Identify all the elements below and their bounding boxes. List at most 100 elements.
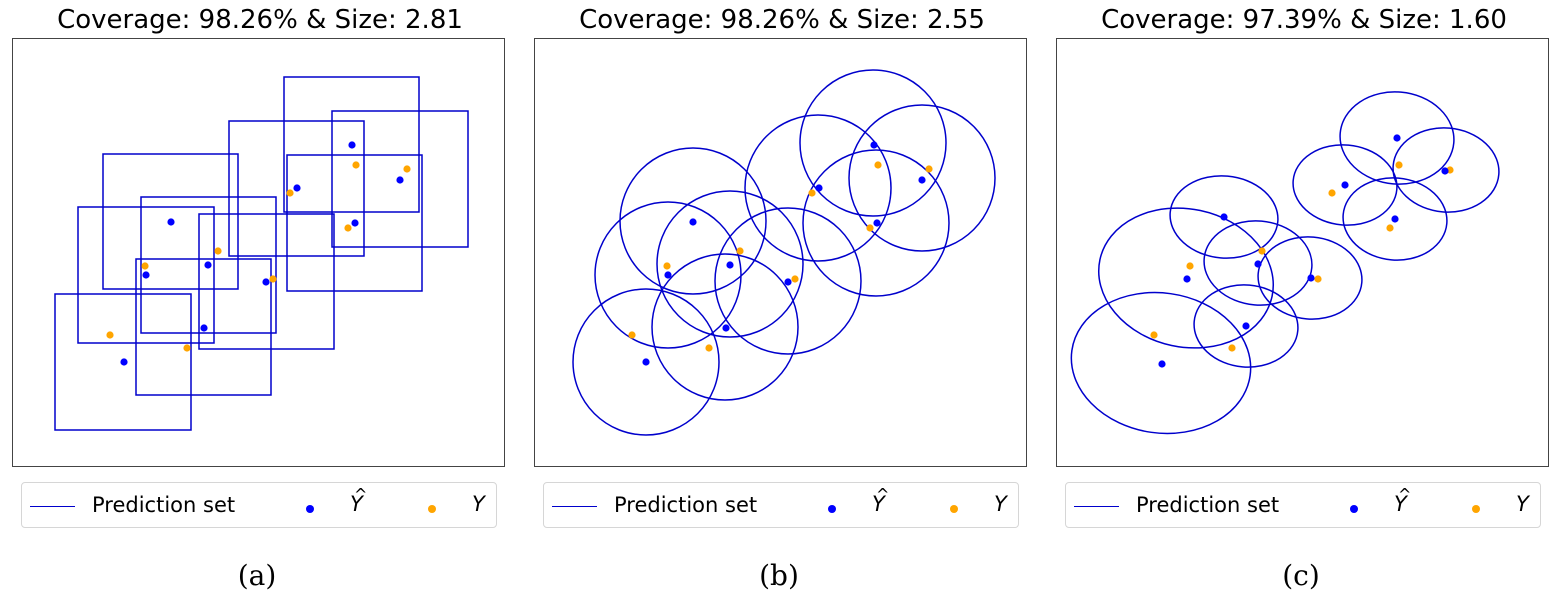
prediction-set-circle bbox=[744, 114, 892, 262]
y-hat-letter: Y bbox=[1394, 492, 1407, 516]
y-hat-point bbox=[167, 218, 175, 226]
y-point bbox=[1328, 189, 1336, 197]
panel-title: Coverage: 98.26% & Size: 2.55 bbox=[579, 5, 985, 35]
prediction-set-ellipse bbox=[1169, 175, 1279, 259]
y-hat-point bbox=[1158, 360, 1166, 368]
prediction-set-circle bbox=[802, 149, 950, 297]
panel-b: Coverage: 98.26% & Size: 2.55 Prediction… bbox=[522, 0, 1042, 595]
prediction-set-ellipse bbox=[1339, 91, 1455, 185]
y-point bbox=[269, 275, 277, 283]
prediction-set-circle bbox=[848, 104, 996, 252]
prediction-set-circle bbox=[572, 288, 720, 436]
y-hat-point bbox=[293, 184, 301, 192]
prediction-set-square bbox=[54, 293, 192, 431]
prediction-set-square bbox=[286, 154, 423, 292]
prediction-set-square bbox=[198, 213, 335, 350]
y-hat-dot-icon bbox=[306, 505, 314, 513]
y-hat-point bbox=[1220, 213, 1228, 221]
y-point bbox=[141, 262, 149, 270]
y-hat-dot-icon bbox=[1350, 505, 1358, 513]
legend-label-prediction-set: Prediction set bbox=[614, 493, 758, 517]
y-point bbox=[183, 344, 191, 352]
y-point bbox=[874, 161, 882, 169]
y-hat-letter: Y bbox=[350, 492, 363, 516]
y-hat-dot-icon bbox=[828, 505, 836, 513]
y-hat-point bbox=[873, 219, 881, 227]
legend-label-y: Y bbox=[994, 492, 1007, 516]
legend-label-y-hat: Y ^ bbox=[350, 485, 367, 517]
legend-label-y-hat: Y ^ bbox=[872, 485, 889, 517]
y-hat-point bbox=[784, 278, 792, 286]
y-point bbox=[791, 275, 799, 283]
y-hat-point bbox=[918, 176, 926, 184]
y-point bbox=[1258, 247, 1266, 255]
y-point bbox=[663, 262, 671, 270]
y-point bbox=[214, 247, 222, 255]
y-hat-point bbox=[722, 324, 730, 332]
panel-c: Coverage: 97.39% & Size: 1.60 Prediction… bbox=[1044, 0, 1561, 595]
y-hat-point bbox=[396, 176, 404, 184]
prediction-set-circle bbox=[651, 253, 799, 401]
prediction-set-circle bbox=[619, 147, 767, 295]
y-hat-point bbox=[1441, 167, 1449, 175]
prediction-set-square bbox=[77, 206, 215, 344]
prediction-set-square bbox=[331, 110, 469, 248]
prediction-set-circle bbox=[656, 190, 804, 338]
prediction-set-ellipse bbox=[1392, 127, 1500, 213]
plot-area bbox=[534, 38, 1027, 467]
subfigure-caption: (b) bbox=[759, 559, 799, 592]
y-point bbox=[344, 224, 352, 232]
axes-frame bbox=[12, 38, 505, 467]
legend-label-y-hat: Y ^ bbox=[1394, 485, 1411, 517]
y-point bbox=[866, 224, 874, 232]
y-hat-point bbox=[870, 141, 878, 149]
y-hat-point bbox=[200, 324, 208, 332]
prediction-set-square bbox=[135, 258, 272, 396]
y-point bbox=[1150, 331, 1158, 339]
y-hat-point bbox=[1242, 322, 1250, 330]
y-point bbox=[705, 344, 713, 352]
legend: Prediction set Y ^ Y bbox=[1065, 482, 1541, 528]
legend-label-y: Y bbox=[1516, 492, 1529, 516]
y-point bbox=[1386, 224, 1394, 232]
y-hat-point bbox=[642, 358, 650, 366]
panel-title: Coverage: 98.26% & Size: 2.81 bbox=[57, 5, 463, 35]
y-hat-letter: Y bbox=[872, 492, 885, 516]
y-point bbox=[925, 165, 933, 173]
axes-frame bbox=[534, 38, 1027, 467]
legend-label-y: Y bbox=[472, 492, 485, 516]
y-hat-point bbox=[120, 358, 128, 366]
prediction-set-circle bbox=[594, 201, 742, 349]
prediction-set-ellipse bbox=[1342, 177, 1448, 261]
plot-area bbox=[12, 38, 505, 467]
scatter-plot bbox=[12, 38, 505, 467]
y-hat-point bbox=[1307, 274, 1315, 282]
prediction-set-square bbox=[140, 196, 277, 334]
axes-frame bbox=[1056, 38, 1549, 467]
y-point bbox=[1314, 275, 1322, 283]
y-point bbox=[808, 189, 816, 197]
prediction-set-ellipse bbox=[1203, 220, 1313, 306]
y-point bbox=[1395, 161, 1403, 169]
y-point bbox=[628, 331, 636, 339]
y-point bbox=[286, 189, 294, 197]
prediction-set-ellipse bbox=[1292, 144, 1398, 226]
prediction-set-line-icon bbox=[30, 506, 75, 507]
y-hat-point bbox=[1254, 260, 1262, 268]
y-hat-point bbox=[1183, 275, 1191, 283]
y-hat-point bbox=[1393, 134, 1401, 142]
legend-label-prediction-set: Prediction set bbox=[1136, 493, 1280, 517]
subfigure-caption: (a) bbox=[237, 559, 277, 592]
hat-accent: ^ bbox=[354, 485, 368, 504]
prediction-set-ellipse bbox=[1257, 236, 1363, 320]
prediction-set-circle bbox=[799, 69, 947, 217]
y-hat-point bbox=[142, 271, 150, 279]
prediction-set-ellipse bbox=[1097, 207, 1275, 349]
legend: Prediction set Y ^ Y bbox=[21, 482, 497, 528]
y-hat-point bbox=[262, 278, 270, 286]
panel-a: Coverage: 98.26% & Size: 2.81 Prediction… bbox=[0, 0, 520, 595]
y-hat-point bbox=[204, 261, 212, 269]
prediction-set-ellipse bbox=[1193, 284, 1299, 368]
y-hat-point bbox=[726, 261, 734, 269]
y-hat-point bbox=[689, 218, 697, 226]
